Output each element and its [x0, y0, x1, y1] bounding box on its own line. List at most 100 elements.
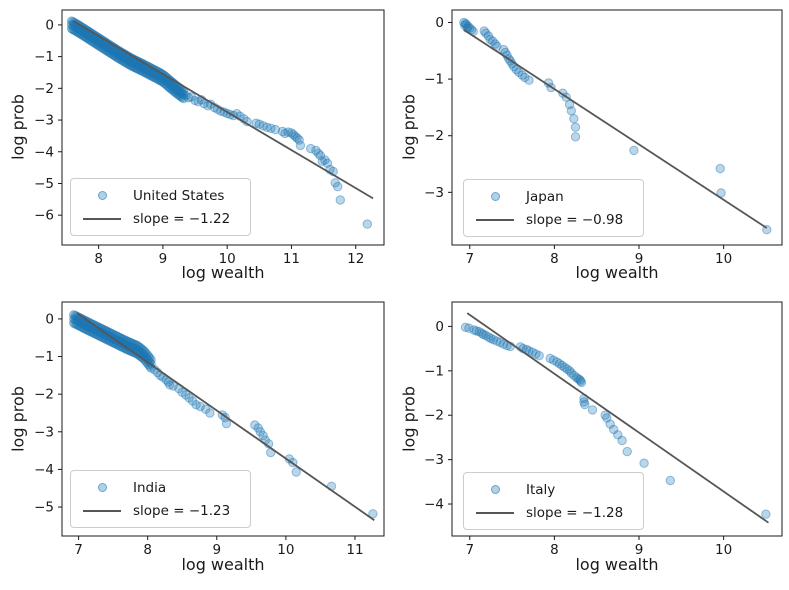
scatter-point [74, 28, 85, 38]
scatter-point [487, 36, 498, 46]
scatter-point [488, 335, 499, 345]
x-tick-label: 9 [159, 251, 168, 267]
scatter-point [266, 123, 276, 134]
line-swatch-icon [472, 218, 518, 221]
scatter-point [124, 59, 135, 70]
y-tick-label: −4 [424, 497, 444, 513]
x-tick-label: 10 [715, 542, 732, 558]
scatter-point [123, 59, 133, 69]
scatter-point [96, 332, 107, 342]
x-tick-label: 11 [346, 542, 363, 558]
x-axis-label: log wealth [575, 555, 659, 574]
scatter-point [576, 377, 587, 388]
scatter-point [575, 376, 586, 386]
scatter-point [306, 143, 316, 154]
scatter-point [106, 49, 117, 59]
scatter-point [74, 317, 85, 327]
scatter-point [136, 65, 146, 76]
scatter-point [163, 81, 173, 92]
scatter-point [128, 339, 138, 349]
scatter-point [87, 32, 97, 43]
x-tick-label: 8 [550, 542, 559, 558]
scatter-point [639, 458, 649, 468]
plot-area-united-states: 8 9 10 11 12 0 −1 −2 −3 −4 −5 −6 [34, 9, 385, 267]
scatter-point [140, 348, 151, 358]
scatter-point [140, 67, 150, 78]
scatter-point [102, 42, 113, 53]
scatter-point [92, 40, 103, 50]
legend: Italy slope = −1.28 [463, 472, 644, 530]
scatter-point [174, 87, 185, 97]
scatter-point [250, 420, 260, 430]
scatter-point [110, 51, 121, 61]
scatter-point [146, 71, 157, 81]
scatter-point [127, 61, 137, 71]
scatter-point [125, 337, 136, 348]
x-tick-label: 8 [550, 251, 559, 267]
scatter-point [70, 319, 80, 329]
scatter-point [100, 44, 110, 55]
scatter-point [153, 74, 163, 84]
scatter-point [286, 128, 297, 138]
y-axis-label: log prob [8, 94, 28, 160]
subplot-japan: 7 8 9 10 0 −1 −2 −3 log prob log wealth Japan s… [395, 0, 789, 292]
scatter-point [295, 140, 306, 151]
scatter-point [81, 32, 91, 42]
scatter-point [131, 59, 141, 69]
x-axis-label: log wealth [181, 555, 265, 574]
scatter-point [93, 37, 104, 47]
scatter-point [570, 132, 581, 142]
scatter-point [132, 340, 143, 351]
scatter-point [464, 323, 474, 333]
scatter-point [483, 332, 494, 342]
scatter-point [88, 37, 99, 47]
scatter-point [80, 319, 90, 330]
x-axis-label: log wealth [575, 263, 659, 282]
scatter-point [460, 18, 471, 29]
y-tick-label: −3 [34, 424, 54, 440]
scatter-point [131, 63, 141, 73]
scatter-point [485, 34, 495, 45]
scatter-point [368, 509, 378, 519]
scatter-point [98, 332, 108, 343]
scatter-point [142, 69, 153, 79]
legend-series-label: United States [133, 187, 225, 204]
scatter-point [254, 119, 264, 129]
scatter-point [135, 61, 145, 71]
scatter-point [99, 40, 109, 50]
scatter-point [613, 430, 623, 440]
scatter-point [92, 36, 103, 46]
scatter-point [141, 64, 151, 75]
scatter-point [569, 114, 579, 124]
scatter-point [608, 424, 619, 435]
scatter-point [128, 58, 139, 68]
scatter-point [173, 86, 184, 96]
scatter-point [105, 44, 115, 54]
scatter-point [113, 53, 123, 63]
scatter-point [174, 90, 185, 101]
scatter-point [115, 54, 126, 65]
scatter-point [579, 397, 589, 407]
x-tick-label: 11 [283, 251, 300, 267]
scatter-point [118, 56, 128, 66]
y-tick-label: 0 [435, 319, 444, 335]
scatter-point [119, 57, 130, 67]
scatter-point [113, 49, 123, 59]
scatter-point [93, 330, 104, 341]
scatter-point [554, 359, 565, 369]
scatter-point [77, 30, 87, 40]
y-tick-label: −1 [34, 49, 54, 65]
legend-slope-label: slope = −1.28 [526, 504, 624, 521]
scatter-point [78, 319, 89, 329]
scatter-point [129, 62, 140, 73]
scatter-point [511, 64, 522, 75]
scatter-point [145, 353, 155, 363]
subplot-india: 7 8 9 10 11 0 −1 −2 −3 −4 −5 log prob log wealth I… [0, 292, 395, 590]
scatter-point [761, 509, 771, 519]
scatter-point [605, 419, 615, 429]
scatter-point [120, 335, 130, 345]
scatter-point [104, 43, 114, 53]
scatter-point [514, 67, 524, 78]
scatter-point [715, 163, 725, 174]
axes-frame [61, 301, 385, 537]
